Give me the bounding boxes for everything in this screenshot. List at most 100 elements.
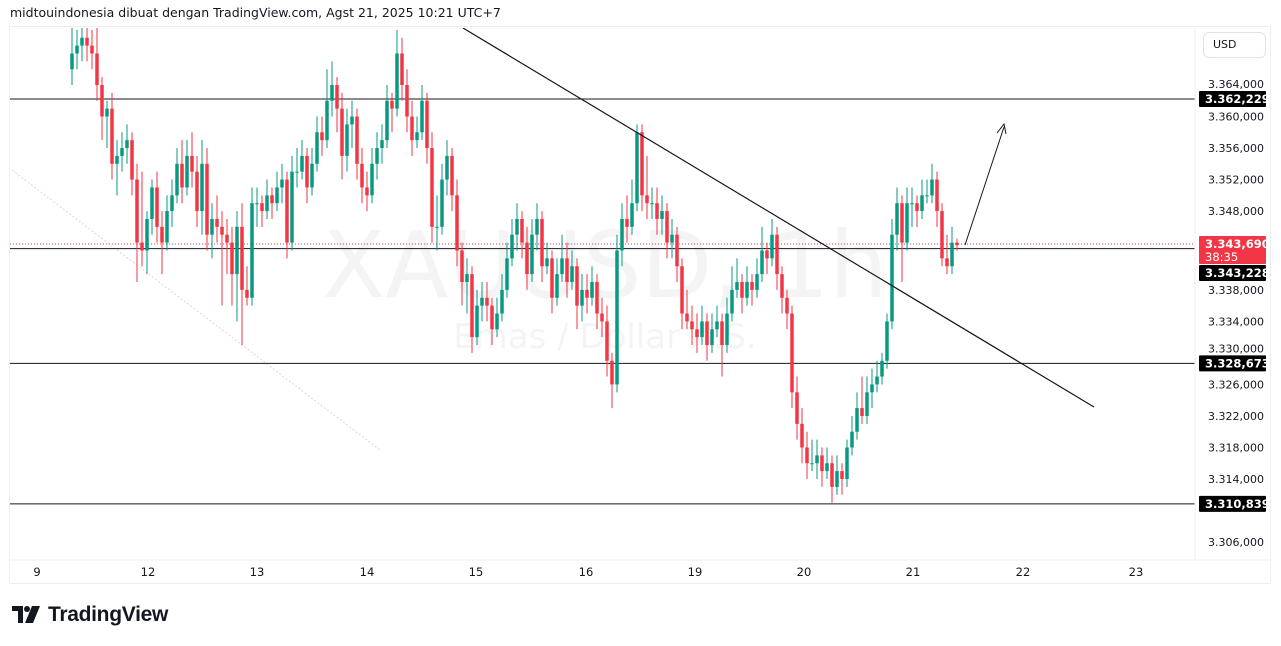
candle-body	[935, 179, 939, 212]
candle	[400, 37, 404, 101]
candle-body	[270, 195, 274, 204]
candle	[940, 203, 944, 267]
candle-body	[705, 321, 709, 346]
candle	[405, 69, 409, 133]
candle	[735, 258, 739, 298]
candle	[800, 408, 804, 464]
candle	[515, 203, 519, 251]
price-axis[interactable]: 3.364,000 3.360,000 3.356,000 3.352,000 3.34…	[1208, 78, 1264, 549]
candle-body	[650, 203, 654, 205]
arrow-drawing[interactable]	[964, 122, 1007, 246]
current-price-badge	[1199, 236, 1266, 265]
candle-body	[85, 37, 89, 46]
candle	[615, 234, 619, 393]
candle	[775, 226, 779, 290]
candle-body	[785, 297, 789, 314]
candle	[875, 360, 879, 393]
candle	[440, 163, 444, 235]
candle	[95, 28, 99, 101]
level-price-badge	[1199, 355, 1266, 372]
candle-body	[750, 282, 754, 290]
candle	[565, 242, 569, 298]
candle-body	[450, 155, 454, 196]
candle-body	[335, 85, 339, 109]
candle	[900, 195, 904, 282]
candle	[610, 352, 614, 409]
candle	[270, 187, 274, 219]
candle-body	[395, 53, 399, 109]
candle	[430, 132, 434, 243]
candle	[80, 28, 84, 62]
candle-body	[845, 447, 849, 479]
candle-body	[440, 179, 444, 227]
candle	[540, 211, 544, 282]
candle-body	[910, 203, 914, 205]
candle	[365, 171, 369, 212]
candle-body	[505, 258, 509, 290]
candle	[110, 92, 114, 180]
time-tick-label: 19	[688, 565, 703, 579]
candle-body	[925, 195, 929, 197]
candle-body	[140, 242, 144, 251]
candle-body	[830, 463, 834, 487]
candle-body	[820, 455, 824, 472]
candle	[625, 195, 629, 243]
candle	[105, 100, 109, 149]
level-price-label: 3.343,228	[1205, 266, 1270, 280]
candle-body	[805, 447, 809, 464]
candle-body	[345, 124, 349, 156]
candle	[140, 171, 144, 267]
candle-body	[855, 408, 859, 432]
candle	[325, 69, 329, 149]
candle	[425, 92, 429, 164]
candle	[880, 352, 884, 385]
candle-body	[920, 195, 924, 212]
candle-body	[700, 321, 704, 338]
candle	[490, 297, 494, 346]
candle-body	[185, 155, 189, 188]
price-labels: 3.362,229 3.343,228 3.328,673 3.310,839 3.34…	[1199, 90, 1270, 512]
candle-body	[150, 187, 154, 219]
candle-body	[445, 155, 449, 180]
candle	[590, 266, 594, 306]
tradingview-logo[interactable]: TradingView	[12, 603, 168, 627]
candle-body	[875, 376, 879, 385]
candle	[815, 439, 819, 479]
candle	[100, 77, 104, 141]
candle	[835, 455, 839, 495]
candle-body	[660, 211, 664, 219]
level-price-badge	[1199, 90, 1266, 107]
price-tick-label: 3.322,000	[1208, 410, 1264, 423]
candle-body	[290, 171, 294, 243]
candle-body	[605, 321, 609, 361]
candle-body	[900, 203, 904, 243]
candle-body	[190, 155, 194, 172]
candle-body	[850, 431, 854, 448]
candle	[675, 226, 679, 282]
price-tick-label: 3.326,000	[1208, 378, 1264, 391]
candle	[665, 203, 669, 259]
candle-body	[515, 218, 519, 235]
candle-body	[765, 250, 769, 259]
candle-body	[600, 313, 604, 322]
candle-body	[540, 218, 544, 267]
candle	[180, 140, 184, 204]
candle	[500, 274, 504, 322]
candle	[185, 140, 189, 196]
candle	[605, 305, 609, 377]
candle	[910, 187, 914, 227]
currency-button[interactable]: USD	[1203, 32, 1266, 58]
candle	[310, 148, 314, 196]
candle-body	[200, 163, 204, 212]
candle	[935, 171, 939, 227]
candle	[195, 155, 199, 227]
price-tick-label: 3.338,000	[1208, 284, 1264, 297]
candle	[920, 179, 924, 219]
candle-body	[815, 455, 819, 464]
candle	[525, 226, 529, 290]
time-axis[interactable]: 9 12 13 14 15 16 19 20 21 22 23	[33, 565, 1143, 579]
candle	[535, 203, 539, 251]
trendline[interactable]	[462, 28, 1095, 408]
candle	[870, 368, 874, 409]
